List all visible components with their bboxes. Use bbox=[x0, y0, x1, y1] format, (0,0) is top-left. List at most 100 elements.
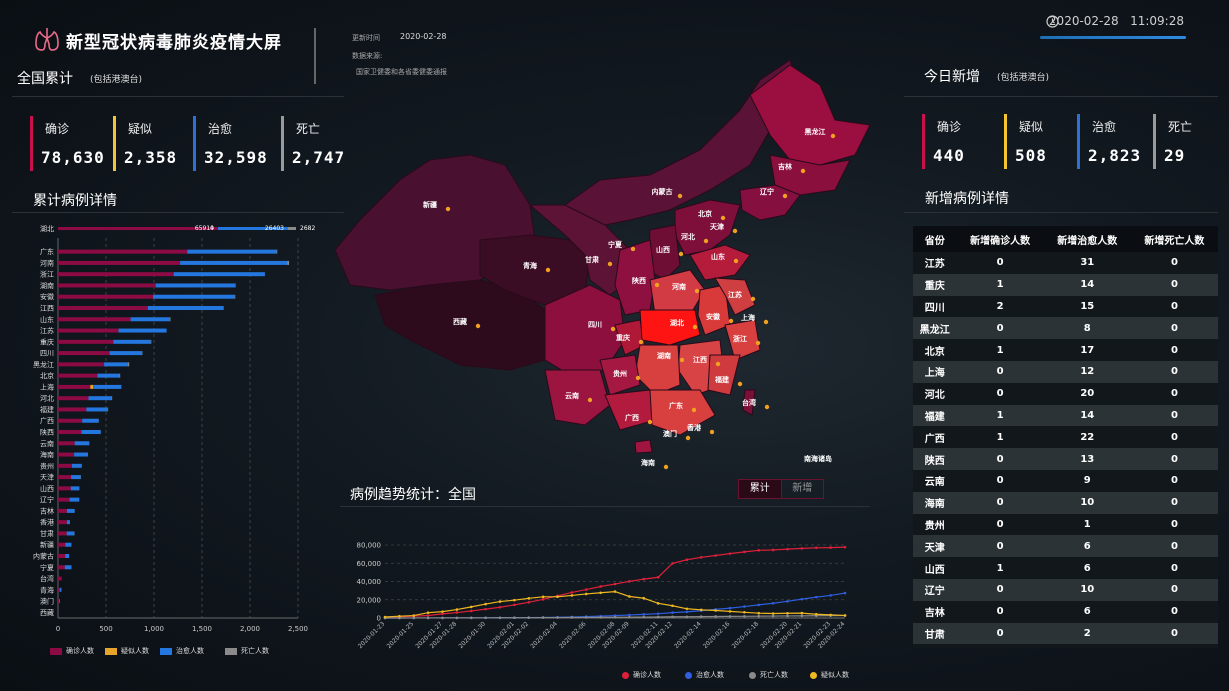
line-x-tick: 2020-02-18 bbox=[731, 620, 761, 650]
map-taiwan[interactable] bbox=[742, 389, 756, 416]
table-cell: 0 bbox=[1130, 578, 1218, 601]
map-dot bbox=[654, 282, 660, 288]
table-cell: 0 bbox=[1130, 644, 1218, 648]
bar-category-label: 河北 bbox=[40, 395, 54, 403]
bar-category-label: 河南 bbox=[40, 258, 54, 267]
tab-cumulative[interactable]: 累计 bbox=[739, 480, 781, 498]
china-map[interactable] bbox=[330, 40, 890, 480]
bar-category-label: 重庆 bbox=[40, 337, 54, 346]
line-point bbox=[498, 605, 502, 609]
map-hubei[interactable] bbox=[639, 309, 701, 346]
table-cell: 海南 bbox=[913, 491, 957, 514]
table-cell: 14 bbox=[1043, 273, 1131, 296]
bar-3 bbox=[287, 260, 290, 265]
line-point bbox=[398, 614, 401, 618]
map-henan[interactable] bbox=[649, 269, 706, 316]
table-cell: 15 bbox=[1043, 295, 1131, 318]
map-shandong[interactable] bbox=[689, 244, 751, 281]
table-cell: 0 bbox=[1130, 252, 1218, 274]
map-yunnan[interactable] bbox=[544, 369, 611, 426]
map-dot bbox=[720, 215, 726, 221]
table-cell: 6 bbox=[1043, 557, 1131, 579]
bar-2 bbox=[86, 407, 109, 412]
line-point bbox=[786, 547, 789, 551]
table-cell: 1 bbox=[1043, 513, 1131, 536]
new-detail-table-wrap[interactable]: 省份 新增确诊人数 新增治愈人数 新增死亡人数 江苏 0 31 0 重庆 1 14 0 四川 2 15 0 黑… bbox=[913, 226, 1218, 648]
bar-2 bbox=[74, 441, 90, 446]
line-point bbox=[527, 601, 531, 604]
stat-label: 确诊 bbox=[45, 122, 70, 136]
line-point bbox=[843, 614, 847, 617]
legend-label: 死亡人数 bbox=[241, 647, 269, 655]
bar-0 bbox=[58, 486, 71, 491]
map-hainan[interactable] bbox=[634, 439, 653, 454]
legend-label: 治愈人数 bbox=[696, 671, 724, 679]
bar-category-label: 浙江 bbox=[40, 270, 54, 279]
map-dot bbox=[678, 251, 684, 257]
new-detail-title: 新增病例详情 bbox=[925, 191, 1009, 207]
map-jiangsu[interactable] bbox=[714, 277, 756, 316]
stat-value: 2,747 bbox=[292, 148, 346, 167]
table-cell: 0 bbox=[956, 469, 1044, 492]
line-point bbox=[513, 598, 516, 602]
map-dot bbox=[610, 326, 616, 332]
map-heilongjiang[interactable] bbox=[749, 64, 871, 166]
map-label: 江西 bbox=[693, 356, 707, 364]
line-point bbox=[800, 547, 804, 550]
table-cell: 天津 bbox=[913, 535, 957, 558]
table-cell: 10 bbox=[1043, 578, 1131, 601]
line-series-0 bbox=[384, 546, 846, 618]
legend-dot bbox=[622, 671, 629, 679]
map-guangdong[interactable] bbox=[649, 389, 716, 436]
map-dot bbox=[733, 258, 739, 264]
line-point bbox=[786, 614, 789, 618]
line-point bbox=[541, 595, 545, 599]
table-header: 新增治愈人数 bbox=[1043, 226, 1131, 252]
stat-today-3: 死亡 29 bbox=[1153, 114, 1228, 169]
map-label: 湖北 bbox=[670, 319, 684, 327]
bar-category-label: 香港 bbox=[40, 518, 54, 527]
bar-2 bbox=[70, 486, 80, 491]
bar-0 bbox=[58, 576, 62, 581]
bar-0 bbox=[58, 407, 87, 412]
map-fujian[interactable] bbox=[707, 354, 741, 396]
bar-3 bbox=[150, 339, 152, 344]
bar-2 bbox=[155, 283, 236, 288]
line-point bbox=[656, 602, 660, 605]
map-sichuan[interactable] bbox=[544, 284, 626, 376]
map-dot bbox=[715, 361, 721, 367]
tab-new[interactable]: 新增 bbox=[780, 480, 824, 498]
bar-x-tick: 0 bbox=[56, 625, 60, 633]
table-cell: 0 bbox=[956, 252, 1044, 274]
bar-category-label: 山东 bbox=[40, 315, 54, 324]
map-labels: 新疆 西藏 青海 甘肃 内蒙古 宁夏 黑龙江 吉林 辽宁 北京 天津 河北 山西 陕西 山东 河南 四川 重庆 湖北… bbox=[330, 40, 890, 480]
table-row: 宁夏770 bbox=[913, 644, 1218, 648]
bar-0 bbox=[58, 396, 89, 401]
line-point bbox=[714, 554, 717, 557]
line-point bbox=[656, 612, 660, 615]
map-label: 内蒙古 bbox=[651, 188, 673, 196]
table-cell: 河北 bbox=[913, 382, 957, 405]
map-liaoning[interactable] bbox=[739, 184, 801, 221]
table-cell: 13 bbox=[1043, 448, 1131, 470]
line-point bbox=[771, 601, 775, 605]
bar-2 bbox=[74, 452, 88, 457]
table-cell: 重庆 bbox=[913, 273, 957, 296]
map-dot bbox=[677, 193, 683, 199]
bar-2 bbox=[82, 418, 99, 423]
table-row: 云南 0 9 0 bbox=[913, 469, 1218, 492]
bar-category-label: 上海 bbox=[40, 382, 54, 391]
map-label: 宁夏 bbox=[608, 241, 622, 249]
bar-2 bbox=[69, 497, 80, 502]
map-zhejiang[interactable] bbox=[724, 319, 761, 361]
stat-national-3: 死亡 2,747 bbox=[281, 116, 356, 171]
line-point bbox=[829, 613, 832, 617]
table-cell: 31 bbox=[1043, 252, 1131, 274]
bar-category-label: 天津 bbox=[40, 474, 54, 482]
map-guizhou[interactable] bbox=[599, 354, 641, 396]
stat-label: 确诊 bbox=[937, 120, 962, 134]
bar-0 bbox=[58, 306, 148, 310]
table-cell: 上海 bbox=[913, 360, 957, 383]
line-point bbox=[642, 613, 646, 616]
bar-category-label: 山西 bbox=[40, 484, 54, 493]
